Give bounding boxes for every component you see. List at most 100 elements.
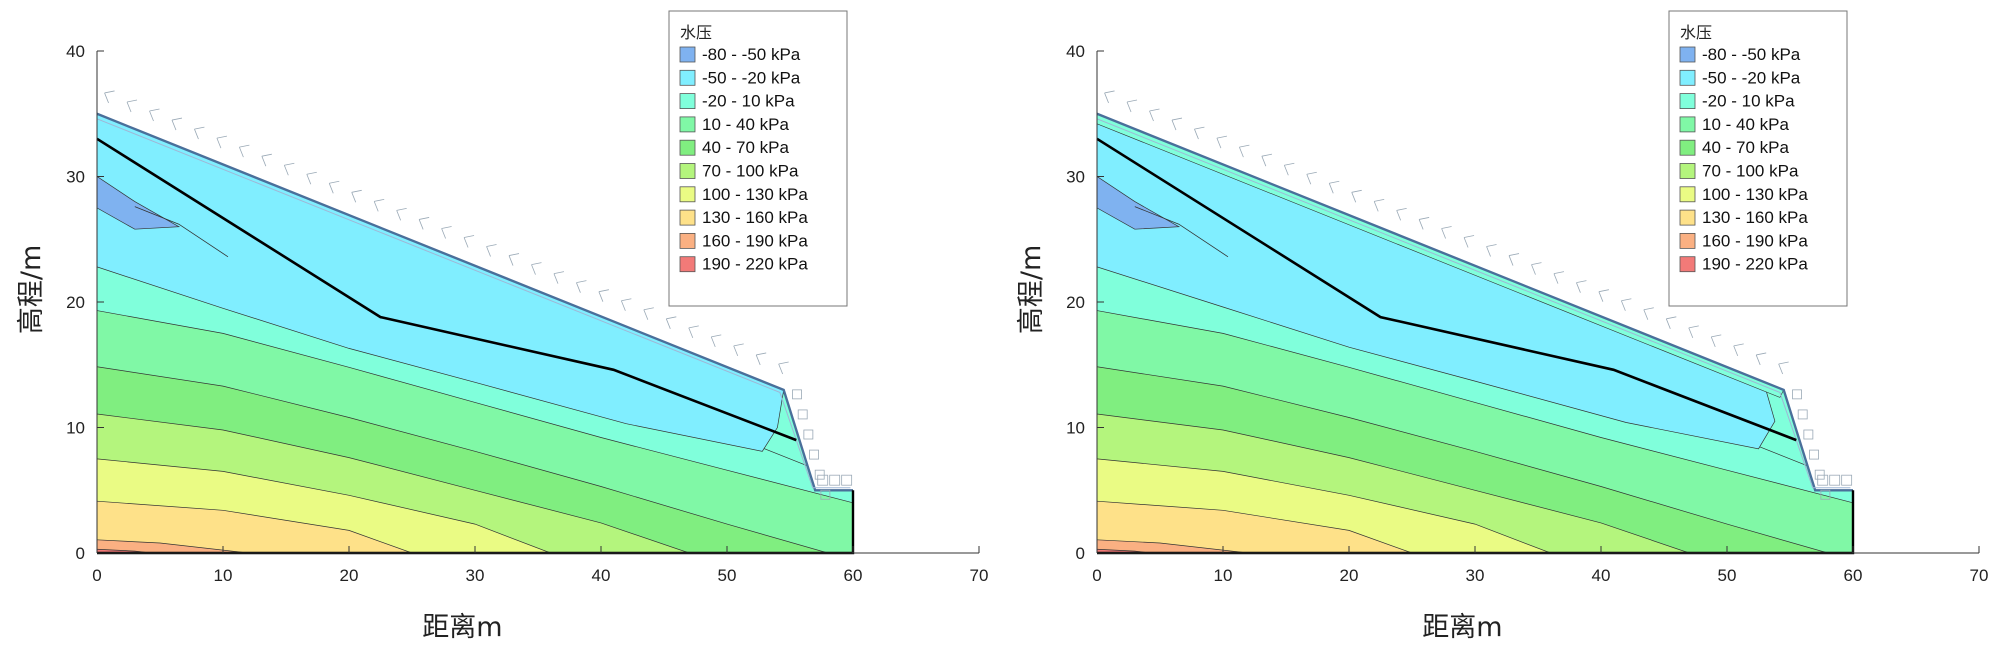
legend-label: 70 - 100 kPa [702, 162, 799, 181]
legend-swatch [679, 69, 696, 86]
boundary-tick [820, 489, 831, 500]
boundary-tick [216, 135, 227, 139]
water-table-line [1096, 137, 1797, 442]
boundary-tick [531, 264, 536, 275]
boundary-tick [829, 474, 841, 486]
boundary-tick [508, 255, 514, 266]
boundary-tick [149, 108, 160, 112]
band-190-220 [97, 548, 853, 554]
boundary-tick [1396, 208, 1407, 211]
boundary-tick [1621, 298, 1632, 302]
legend-label: -20 - 10 kPa [1702, 92, 1795, 111]
boundary-tick [1792, 389, 1802, 400]
boundary-tick [374, 198, 385, 202]
boundary-tick [149, 110, 154, 122]
legend-swatch [1679, 93, 1696, 109]
boundary-tick [329, 180, 340, 184]
boundary-tick [1778, 361, 1789, 365]
band-160-190 [1097, 538, 1853, 554]
legend-box [668, 10, 848, 307]
boundary-tick [1688, 325, 1699, 329]
boundary-tick [464, 235, 475, 238]
slope-face [96, 112, 853, 492]
boundary-tick [1665, 318, 1671, 329]
boundary-tick [1149, 110, 1154, 122]
boundary-tick [1809, 449, 1819, 460]
boundary-tick [171, 117, 183, 121]
boundary-tick [1803, 429, 1814, 440]
x-tick-label: 50 [1718, 566, 1737, 585]
water-table-line [96, 137, 797, 442]
boundary-tick [1576, 282, 1581, 293]
boundary-tick [1508, 253, 1520, 256]
y-tick-label: 0 [1076, 544, 1085, 563]
boundary-tick [1239, 147, 1244, 158]
legend-swatch [679, 46, 696, 63]
boundary-tick [1283, 165, 1289, 176]
boundary-tick [396, 208, 407, 211]
boundary-tick [814, 469, 825, 480]
boundary-tick [1666, 316, 1677, 320]
boundary-tick [1553, 273, 1559, 284]
y-tick-label: 30 [66, 168, 85, 187]
band-160-190 [97, 538, 853, 554]
boundary-tick [1351, 189, 1362, 193]
legend-label: 100 - 130 kPa [702, 185, 808, 204]
boundary-tick [598, 289, 609, 293]
boundary-tick [1104, 90, 1115, 94]
boundary-tick [688, 327, 694, 338]
legend-swatch [679, 232, 696, 249]
legend-swatch [1679, 186, 1696, 203]
boundary-tick [261, 153, 272, 157]
legend-label: 130 - 160 kPa [702, 208, 808, 227]
boundary-tick [1194, 126, 1205, 130]
boundary-tick [463, 237, 469, 248]
legend-title: 水压 [1680, 23, 1712, 42]
boundary-tick [239, 147, 244, 158]
legend-label: 100 - 130 kPa [1702, 185, 1808, 204]
boundary-tick [1643, 307, 1654, 311]
boundary-tick [1441, 228, 1446, 239]
x-tick-label: 30 [466, 566, 485, 585]
legend-label: -50 - -20 kPa [1702, 68, 1801, 87]
boundary-tick [553, 271, 565, 275]
boundary-tick [1284, 162, 1295, 166]
axes: 0 10 20 30 40 50 60 70 0 10 20 30 40 [66, 42, 988, 585]
legend: 水压 -80 - -50 kPa -50 - -20 kPa -20 - 10 kPa… [1668, 10, 1848, 307]
legend-swatch [679, 139, 696, 156]
boundary-tick [576, 280, 587, 284]
boundary-tick [809, 449, 819, 460]
boundary-tick [1841, 474, 1853, 486]
boundary-tick [351, 192, 357, 203]
boundary-tick [486, 246, 491, 257]
boundary-tick [1814, 469, 1825, 480]
chart-left: 0 10 20 30 40 50 60 70 0 10 20 30 40 距离m 高程/m 水压 -80 - -… [16, 10, 988, 643]
boundary-tick [792, 389, 802, 400]
boundary-tick [1396, 210, 1402, 221]
boundary-tick [284, 162, 295, 166]
boundary-tick [778, 363, 784, 375]
x-tick-label: 60 [844, 566, 863, 585]
boundary-tick [1126, 99, 1138, 103]
boundary-tick [803, 429, 814, 440]
x-tick-label: 40 [592, 566, 611, 585]
x-tick-label: 40 [1592, 566, 1611, 585]
boundary-tick [1820, 489, 1831, 500]
boundary-tick [755, 354, 761, 366]
boundary-tick [1104, 92, 1109, 104]
boundary-tick [643, 307, 654, 311]
boundary-tick [1464, 235, 1475, 238]
x-tick-label: 10 [214, 566, 233, 585]
boundary-tick [1419, 217, 1430, 220]
boundary-tick [328, 183, 334, 194]
boundary-tick [1620, 300, 1626, 311]
boundary-tick [1216, 137, 1222, 149]
y-tick-label: 10 [66, 419, 85, 438]
legend-title: 水压 [680, 23, 712, 42]
boundary-tick [1418, 219, 1424, 230]
legend-label: 190 - 220 kPa [702, 255, 808, 274]
y-tick-label: 30 [1066, 168, 1085, 187]
boundary-tick [1216, 135, 1227, 139]
boundary-tick [1373, 201, 1379, 212]
